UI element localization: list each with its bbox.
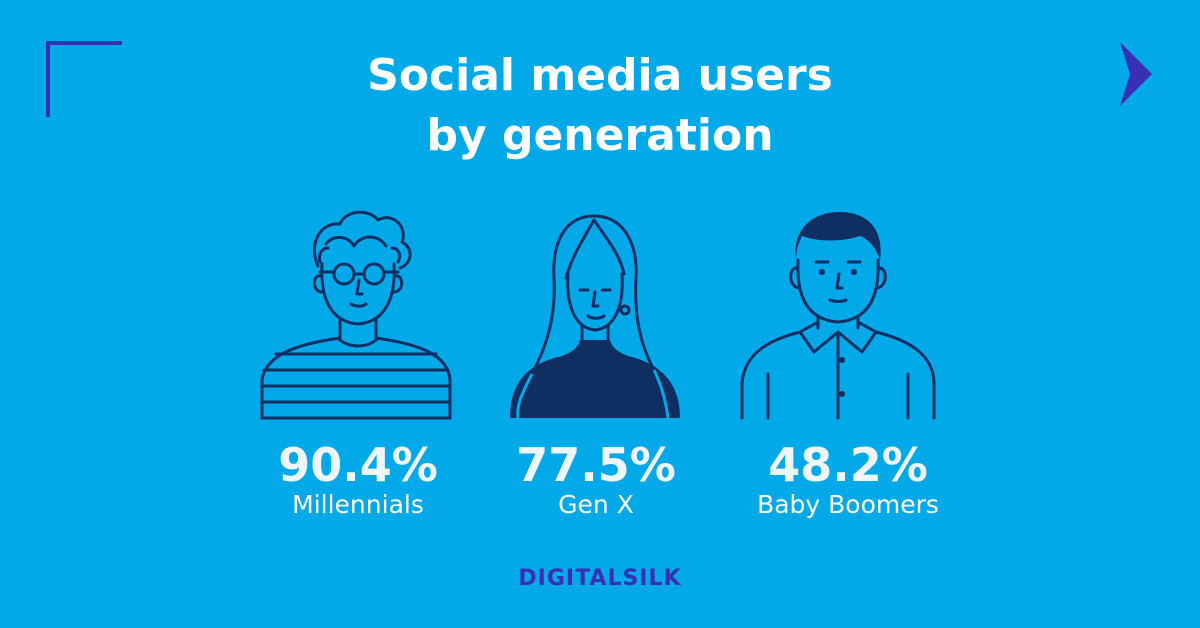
stat-label: Baby Boomers	[757, 490, 939, 519]
millennial-person-icon	[260, 210, 452, 420]
baby-boomer-person-icon	[740, 212, 936, 420]
stat-gen-x: 77.5% Gen X	[466, 440, 726, 520]
stat-label: Millennials	[292, 490, 424, 519]
gen-x-person-icon	[510, 214, 680, 419]
stat-baby-boomers: 48.2% Baby Boomers	[718, 440, 978, 520]
chevron-right-icon[interactable]	[1116, 40, 1156, 108]
stat-percent: 77.5%	[516, 438, 676, 492]
page-title-line-2: by generation	[426, 110, 774, 161]
brand-logo: DIGITALSILK	[518, 566, 682, 591]
stat-percent: 48.2%	[768, 438, 928, 492]
stat-label: Gen X	[558, 490, 634, 519]
stat-percent: 90.4%	[278, 438, 438, 492]
page-title-line-1: Social media users	[367, 50, 833, 101]
stat-millennials: 90.4% Millennials	[228, 440, 488, 520]
corner-bracket-icon	[46, 41, 122, 117]
